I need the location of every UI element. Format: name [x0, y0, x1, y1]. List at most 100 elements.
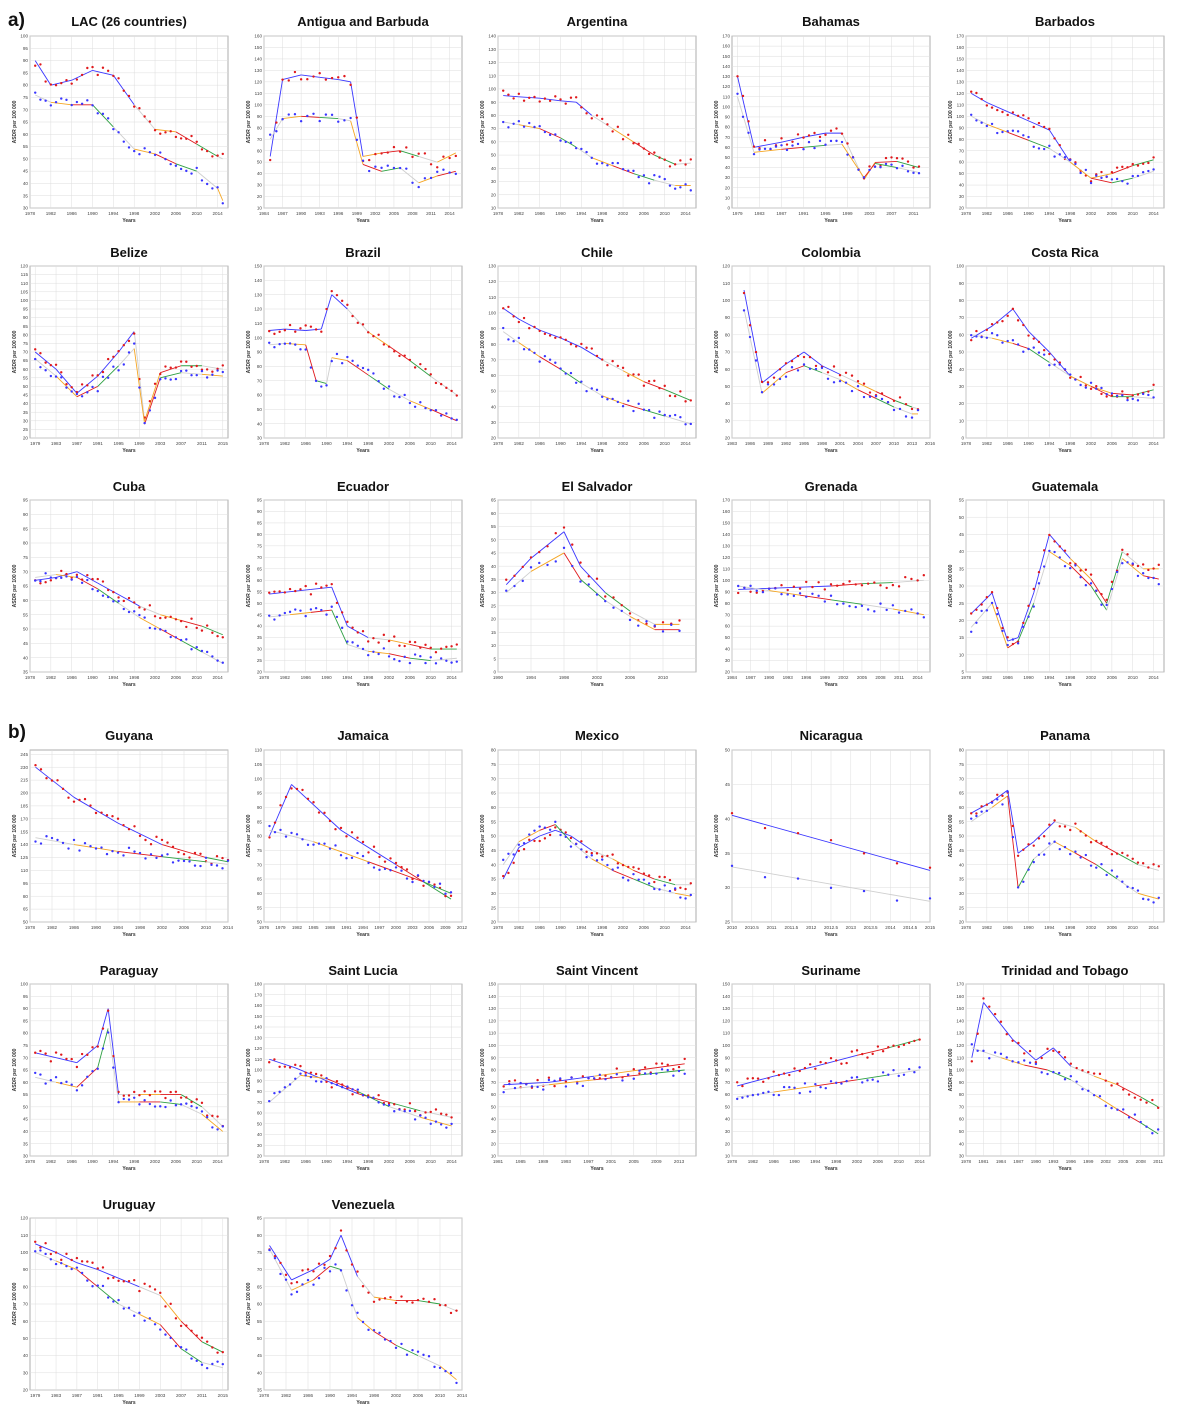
- observed-point: [221, 364, 224, 367]
- trend-segment: [1007, 790, 1019, 854]
- observed-point: [405, 146, 408, 149]
- observed-point: [429, 373, 432, 376]
- observed-point: [171, 861, 175, 864]
- y-tick-label: 120: [20, 1216, 28, 1221]
- observed-point: [377, 379, 380, 383]
- observed-point: [1006, 636, 1009, 639]
- y-tick-label: 70: [23, 569, 29, 574]
- observed-point: [803, 1082, 807, 1085]
- observed-point: [273, 1058, 276, 1061]
- x-tick-label: 1979: [30, 441, 41, 446]
- observed-point: [601, 395, 604, 399]
- observed-point: [345, 1289, 348, 1292]
- observed-point: [898, 407, 902, 411]
- observed-point: [621, 405, 625, 408]
- observed-point: [80, 383, 84, 386]
- observed-point: [512, 97, 515, 100]
- observed-point: [80, 1052, 84, 1056]
- observed-point: [918, 1066, 921, 1069]
- observed-point: [564, 1085, 568, 1088]
- y-tick-label: 30: [725, 418, 731, 423]
- observed-point: [340, 626, 344, 630]
- observed-point: [868, 168, 871, 172]
- observed-point: [996, 131, 999, 135]
- observed-point: [372, 1300, 376, 1303]
- observed-point: [798, 587, 802, 590]
- observed-point: [1084, 834, 1088, 837]
- trend-segment: [97, 1269, 119, 1279]
- x-tick-label: 1978: [961, 441, 972, 446]
- x-tick-label: 2010: [1128, 925, 1139, 930]
- y-tick-label: 80: [257, 1233, 263, 1238]
- observed-point: [306, 1278, 310, 1282]
- x-tick-label: 1983: [754, 211, 765, 216]
- observed-point: [788, 1085, 791, 1089]
- trend-segment: [160, 628, 182, 641]
- observed-point: [1042, 353, 1046, 356]
- observed-point: [449, 891, 453, 894]
- trend-segment: [1007, 131, 1029, 141]
- observed-point: [741, 115, 745, 119]
- observed-point: [1126, 854, 1129, 857]
- trend-segment: [362, 152, 382, 157]
- observed-point: [312, 112, 315, 115]
- observed-point: [1074, 564, 1077, 567]
- x-tick-label: 1987: [745, 675, 756, 680]
- observed-point: [673, 394, 677, 398]
- trend-segment: [1017, 858, 1035, 888]
- observed-point: [887, 1073, 890, 1076]
- observed-point: [684, 423, 687, 426]
- x-tick-label: 1994: [576, 211, 587, 216]
- chart-title: Mexico: [575, 728, 619, 743]
- trend-segment: [107, 1028, 120, 1103]
- observed-point: [1048, 823, 1051, 826]
- observed-point: [1037, 121, 1041, 125]
- observed-point: [70, 1057, 73, 1061]
- x-tick-label: 1994: [576, 441, 587, 446]
- observed-point: [177, 850, 180, 854]
- plot-frame: [29, 749, 229, 923]
- observed-point: [288, 1083, 292, 1086]
- trend-segment: [591, 115, 613, 129]
- observed-point: [668, 414, 672, 418]
- observed-point: [314, 1072, 318, 1076]
- trend-segment: [991, 789, 1008, 802]
- observed-point: [169, 162, 172, 166]
- observed-point: [411, 181, 414, 184]
- x-tick-label: 1988: [325, 925, 336, 930]
- trend-segment: [591, 849, 613, 860]
- observed-point: [340, 299, 344, 303]
- trend-segment: [839, 373, 859, 384]
- observed-point: [383, 1297, 387, 1300]
- observed-point: [507, 126, 510, 129]
- observed-point: [182, 853, 186, 856]
- observed-point: [538, 125, 541, 128]
- observed-point: [450, 645, 453, 648]
- observed-point: [1037, 582, 1041, 585]
- trend-segment: [1117, 1084, 1141, 1098]
- trend-segment: [381, 150, 401, 154]
- y-tick-label: 110: [255, 748, 263, 753]
- observed-point: [536, 1085, 539, 1089]
- observed-point: [355, 138, 359, 142]
- observed-point: [916, 612, 919, 615]
- trend-segment: [1028, 139, 1050, 149]
- trend-segment: [612, 869, 634, 880]
- observed-point: [902, 1043, 906, 1047]
- trend-segment: [282, 115, 302, 120]
- y-tick-label: 55: [257, 1319, 263, 1324]
- observed-point: [585, 850, 588, 854]
- observed-point: [763, 139, 767, 142]
- observed-point: [730, 811, 734, 815]
- observed-point: [273, 1254, 277, 1258]
- observed-point: [904, 402, 908, 406]
- observed-point: [190, 373, 193, 377]
- observed-point: [1121, 562, 1124, 565]
- observed-point: [844, 381, 848, 384]
- y-tick-label: 20: [959, 618, 965, 623]
- observed-point: [784, 362, 788, 365]
- chart-panel: Saint Lucia20304050607080901001101201301…: [246, 963, 463, 1172]
- x-tick-label: 1983: [51, 1393, 62, 1398]
- observed-point: [1022, 880, 1025, 884]
- y-tick-label: 55: [23, 375, 29, 380]
